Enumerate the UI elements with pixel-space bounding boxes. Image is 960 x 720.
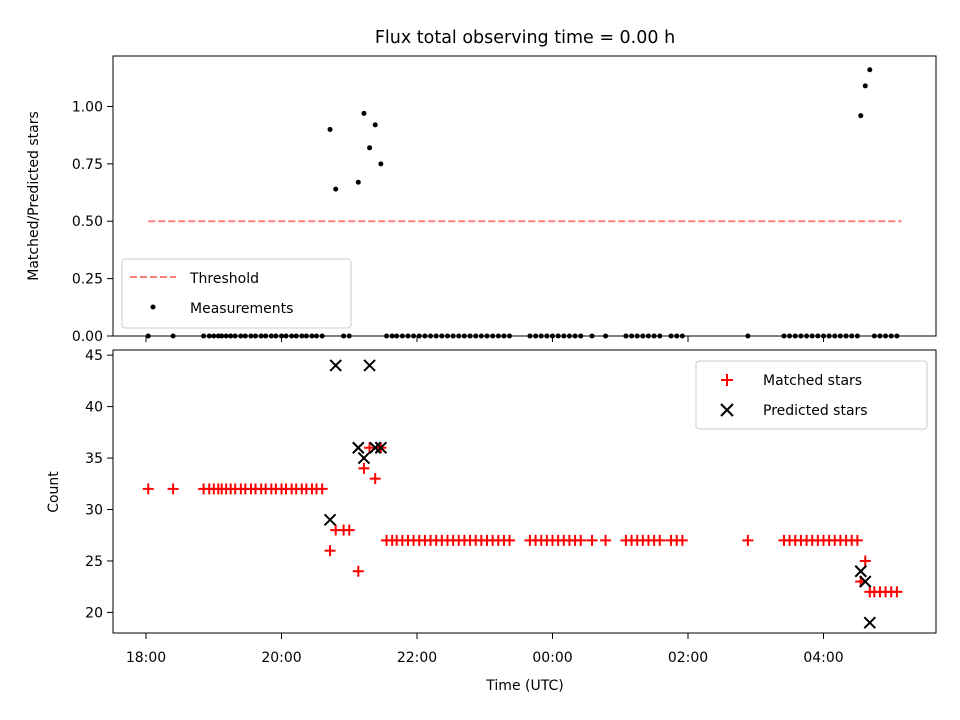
matched-star-marker: [369, 473, 381, 485]
predicted-star-marker: [374, 441, 388, 454]
predicted-star-marker: [329, 359, 342, 372]
top-y-ticks: 0.00 0.25 0.50 0.75 1.00: [72, 99, 113, 345]
predicted-star-marker: [854, 565, 867, 578]
matched-star-marker: [742, 534, 754, 546]
predicted-star-marker: [859, 575, 872, 588]
measurement-point: [378, 161, 384, 167]
x-tick-label: 22:00: [397, 650, 437, 666]
top-x-ticks: [145, 336, 824, 342]
bottom-marks-layer: [142, 359, 903, 629]
matched-star-marker: [891, 586, 903, 598]
top-y-tick-label: 0.00: [72, 329, 103, 345]
bottom-plot: 20 25 30 35 40 45 18:00 20:00 22:00 00:00 02:00 04…: [46, 348, 937, 694]
predicted-star-marker: [363, 359, 376, 372]
matched-star-marker: [316, 483, 328, 495]
predicted-star-marker: [352, 441, 365, 454]
matched-star-marker: [364, 442, 376, 454]
bottom-y-axis-label: Count: [46, 471, 62, 513]
matched-star-marker: [142, 483, 154, 495]
legend-matched-swatch: [721, 374, 733, 386]
measurement-point: [372, 122, 378, 128]
measurement-point: [367, 145, 373, 151]
bottom-y-tick-label: 20: [85, 605, 103, 621]
x-tick-label: 00:00: [532, 650, 572, 666]
matched-star-marker: [358, 462, 370, 474]
bottom-legend-box: [695, 360, 928, 430]
predicted-star-marker: [369, 441, 382, 454]
matched-star-marker: [859, 555, 871, 567]
measurement-point: [355, 179, 361, 185]
bottom-y-tick-label: 35: [85, 451, 103, 467]
predicted-star-marker: [323, 513, 337, 527]
top-y-tick-label: 0.75: [72, 157, 103, 173]
legend-threshold-label: Threshold: [189, 271, 259, 287]
matched-star-marker: [586, 534, 598, 546]
x-tick-label: 20:00: [261, 650, 301, 666]
x-tick-label: 04:00: [803, 650, 843, 666]
bottom-legend: Matched stars Predicted stars: [695, 360, 928, 430]
matched-star-marker: [504, 534, 516, 546]
x-axis-label: Time (UTC): [485, 678, 563, 694]
bottom-x-ticks: 18:00 20:00 22:00 00:00 02:00 04:00: [126, 633, 844, 666]
matched-star-marker: [324, 545, 336, 557]
legend-matched-label: Matched stars: [763, 373, 862, 389]
x-tick-label: 18:00: [126, 650, 166, 666]
top-y-tick-label: 1.00: [72, 99, 103, 115]
matched-star-marker: [167, 483, 179, 495]
matched-star-marker: [654, 534, 666, 546]
top-y-tick-label: 0.50: [72, 214, 103, 230]
x-tick-label: 02:00: [668, 650, 708, 666]
top-legend-box: [121, 258, 352, 329]
top-y-axis-label: Matched/Predicted stars: [26, 111, 42, 281]
measurement-point: [862, 83, 868, 89]
measurement-point: [361, 110, 367, 116]
top-y-tick-label: 0.25: [72, 272, 103, 288]
bottom-y-tick-label: 25: [85, 554, 103, 570]
top-legend: Threshold Measurements: [121, 258, 352, 329]
bottom-plot-frame: [112, 349, 937, 634]
bottom-y-tick-label: 45: [85, 348, 103, 364]
predicted-star-marker: [357, 451, 371, 465]
chart-title: Flux total observing time = 0.00 h: [375, 28, 675, 48]
legend-measurements-swatch: [150, 304, 156, 310]
legend-predicted-label: Predicted stars: [763, 403, 868, 419]
bottom-y-tick-label: 40: [85, 400, 103, 416]
legend-measurements-label: Measurements: [190, 301, 293, 317]
measurement-point: [858, 113, 864, 119]
predicted-star-marker: [863, 616, 877, 629]
bottom-y-tick-label: 30: [85, 503, 103, 519]
measurement-point: [327, 126, 333, 132]
measurement-point: [333, 186, 339, 192]
matched-star-marker: [352, 565, 364, 577]
matched-star-marker: [600, 534, 612, 546]
matched-star-marker: [343, 524, 355, 536]
bottom-y-ticks: 20 25 30 35 40 45: [85, 348, 113, 621]
matched-star-marker: [575, 534, 587, 546]
top-plot-frame: [112, 55, 937, 337]
top-plot: 0.00 0.25 0.50 0.75 1.00 Matched/Predicted s…: [26, 55, 937, 345]
matched-star-marker: [676, 534, 688, 546]
legend-predicted-swatch: [720, 403, 734, 417]
measurement-point: [867, 67, 873, 73]
matched-star-marker: [851, 534, 863, 546]
